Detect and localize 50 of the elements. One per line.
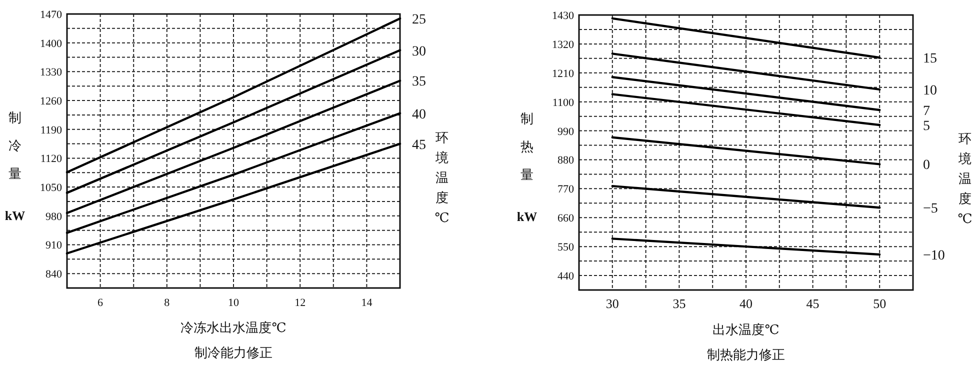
y-tick-label: 1120: [40, 153, 62, 166]
series-label: 40: [412, 107, 426, 122]
x-tick-label: 45: [806, 296, 820, 311]
text: 制热量 kW: [516, 111, 538, 224]
series-label: 35: [412, 74, 426, 90]
x-tick-label: 14: [361, 297, 373, 309]
y-tick-label: 1210: [552, 68, 574, 80]
y-tick-label: 770: [558, 184, 574, 196]
y-tick-label: 990: [558, 126, 574, 138]
y-tick-label: 660: [558, 212, 574, 225]
y-tick-label: 1470: [40, 9, 62, 21]
y-tick-label: 980: [46, 210, 62, 223]
text: 0: [923, 158, 930, 174]
y-tick-label: 550: [558, 242, 574, 254]
y-tick-label: 1260: [40, 96, 62, 108]
text: 10: [923, 83, 937, 98]
text: 15: [923, 52, 937, 67]
y-tick-label: 910: [46, 240, 62, 252]
series-label: 30: [412, 44, 426, 60]
y-tick-label: 1320: [552, 38, 574, 51]
y-tick-label: 840: [46, 268, 62, 281]
y-tick-label: 1430: [552, 10, 574, 22]
series-label: 25: [412, 12, 426, 28]
legend-title: 环境温度℃: [434, 130, 450, 225]
x-tick-label: 40: [740, 296, 752, 311]
text: 制冷量 kW: [4, 110, 26, 223]
text: 7: [923, 104, 930, 119]
text: 5: [923, 119, 930, 134]
x-tick-label: 50: [873, 296, 886, 311]
y-tick-label: 1190: [40, 124, 62, 136]
y-tick-label: 1330: [40, 66, 62, 79]
y-tick-label: 1050: [40, 182, 62, 194]
x-axis-title: 冷冻水出水温度℃: [180, 320, 286, 335]
x-tick-label: 8: [164, 297, 170, 309]
y-tick-label: 1100: [552, 96, 574, 109]
text: 制热能力修正: [707, 347, 785, 362]
x-tick-label: 6: [98, 297, 104, 309]
text: −5: [923, 202, 938, 217]
x-tick-label: 10: [228, 297, 240, 309]
series-label: 45: [412, 138, 426, 153]
text: −10: [923, 248, 945, 264]
x-tick-label: 35: [672, 296, 686, 311]
y-tick-label: 1400: [40, 38, 62, 50]
text: 制冷能力修正: [194, 345, 272, 360]
x-axis-title: 出水温度℃: [712, 322, 780, 337]
y-tick-label: 880: [558, 154, 574, 167]
x-tick-label: 12: [294, 297, 306, 309]
y-tick-label: 440: [558, 270, 574, 283]
x-tick-label: 30: [606, 296, 619, 311]
legend-title: 环境温度℃: [958, 131, 972, 226]
